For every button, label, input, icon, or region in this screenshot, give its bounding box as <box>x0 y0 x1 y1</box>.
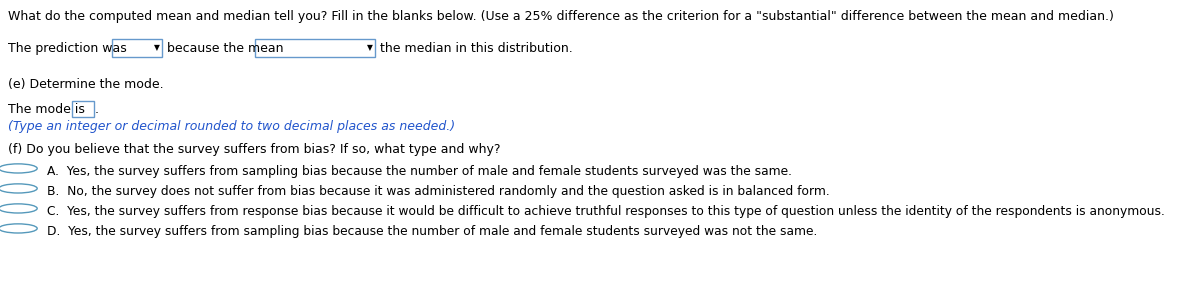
Text: (e) Determine the mode.: (e) Determine the mode. <box>8 78 163 91</box>
Circle shape <box>0 184 37 193</box>
Circle shape <box>0 204 37 213</box>
Text: The prediction was: The prediction was <box>8 42 127 55</box>
FancyBboxPatch shape <box>72 101 94 117</box>
Text: What do the computed mean and median tell you? Fill in the blanks below. (Use a : What do the computed mean and median tel… <box>8 10 1114 23</box>
Text: (Type an integer or decimal rounded to two decimal places as needed.): (Type an integer or decimal rounded to t… <box>8 120 455 133</box>
Text: B.  No, the survey does not suffer from bias because it was administered randoml: B. No, the survey does not suffer from b… <box>47 185 829 198</box>
Text: The mode is: The mode is <box>8 103 85 116</box>
Text: D.  Yes, the survey suffers from sampling bias because the number of male and fe: D. Yes, the survey suffers from sampling… <box>47 225 817 238</box>
Circle shape <box>0 224 37 233</box>
Text: .: . <box>95 103 98 116</box>
Text: because the mean: because the mean <box>167 42 283 55</box>
FancyBboxPatch shape <box>112 39 162 57</box>
Text: ▼: ▼ <box>367 43 373 53</box>
Text: C.  Yes, the survey suffers from response bias because it would be difficult to : C. Yes, the survey suffers from response… <box>47 205 1165 218</box>
Circle shape <box>0 164 37 173</box>
Text: (f) Do you believe that the survey suffers from bias? If so, what type and why?: (f) Do you believe that the survey suffe… <box>8 143 500 156</box>
Text: ▼: ▼ <box>154 43 160 53</box>
FancyBboxPatch shape <box>256 39 374 57</box>
Text: A.  Yes, the survey suffers from sampling bias because the number of male and fe: A. Yes, the survey suffers from sampling… <box>47 165 792 178</box>
Text: the median in this distribution.: the median in this distribution. <box>380 42 572 55</box>
